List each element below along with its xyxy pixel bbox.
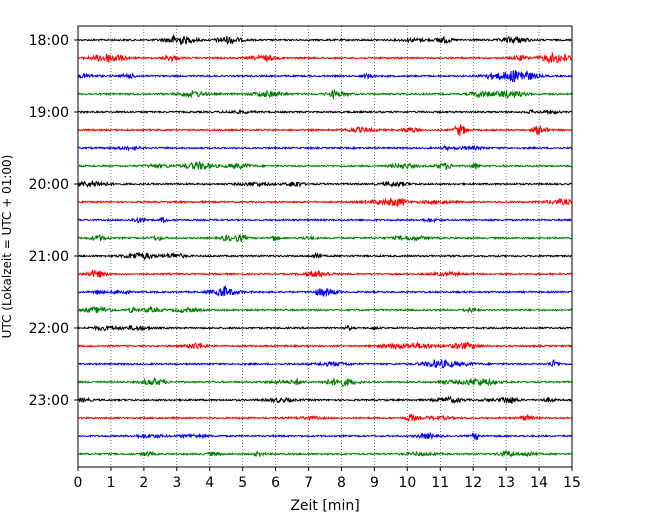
- trace-line: [78, 216, 573, 224]
- x-tick-label: 14: [530, 475, 548, 491]
- x-tick-label: 12: [464, 475, 482, 491]
- trace-line: [77, 269, 573, 278]
- trace-line: [77, 358, 573, 369]
- y-tick-label: 21:00: [29, 249, 69, 265]
- trace-line: [77, 305, 573, 314]
- x-tick-label: 9: [370, 475, 379, 491]
- trace-line: [77, 108, 573, 116]
- trace-line: [77, 324, 573, 332]
- trace-line: [77, 124, 573, 137]
- x-tick-label: 0: [74, 475, 83, 491]
- x-tick-label: 4: [205, 475, 214, 491]
- trace-line: [77, 251, 573, 261]
- trace-line: [77, 395, 573, 404]
- x-tick-label: 7: [304, 475, 313, 491]
- trace-line: [77, 413, 573, 422]
- x-tick-label: 6: [271, 475, 280, 491]
- x-tick-label: 1: [106, 475, 115, 491]
- trace-line: [77, 34, 573, 45]
- trace-line: [77, 69, 573, 83]
- y-tick-label: 23:00: [29, 393, 69, 409]
- y-axis-label: UTC (Lokalzeit = UTC + 01:00): [0, 155, 14, 339]
- x-tick-label: 2: [139, 475, 148, 491]
- trace-line: [77, 160, 573, 171]
- x-tick-label: 8: [337, 475, 346, 491]
- x-tick-label: 11: [431, 475, 449, 491]
- x-axis: 0 1 2 3 4 5 6 7 8 9 10 11 12 13 14 15: [74, 467, 581, 491]
- x-tick-label: 3: [172, 475, 181, 491]
- x-tick-label: 10: [398, 475, 416, 491]
- y-tick-label: 22:00: [29, 321, 69, 337]
- y-tick-label: 18:00: [29, 33, 69, 49]
- y-tick-label: 19:00: [29, 105, 69, 121]
- x-tick-label: 13: [497, 475, 515, 491]
- trace-line: [77, 88, 573, 101]
- trace-layer: [77, 34, 573, 458]
- trace-line: [77, 233, 573, 243]
- x-tick-label: 15: [563, 475, 581, 491]
- trace-line: [77, 431, 573, 441]
- plot-frame: [77, 25, 573, 468]
- trace-line: [77, 180, 573, 188]
- trace-line: [77, 51, 573, 65]
- trace-line: [77, 144, 573, 153]
- trace-line: [77, 196, 573, 208]
- y-axis: 18:00 19:00 20:00 21:00 22:00 23:00: [29, 33, 78, 409]
- y-tick-label: 20:00: [29, 177, 69, 193]
- x-tick-label: 5: [238, 475, 247, 491]
- trace-line: [77, 450, 573, 458]
- x-axis-label: Zeit [min]: [290, 498, 359, 514]
- trace-line: [77, 285, 573, 298]
- trace-line: [77, 376, 573, 387]
- trace-line: [77, 341, 573, 351]
